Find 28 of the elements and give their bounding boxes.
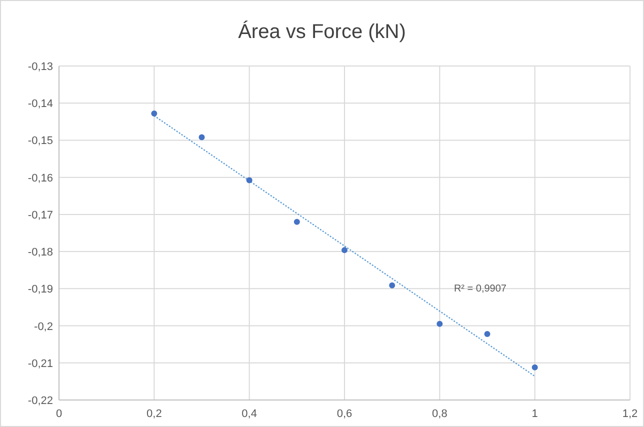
point — [151, 110, 158, 116]
point — [389, 282, 396, 288]
x-tick-label: 0,6 — [336, 408, 352, 420]
y-tick-label: -0,16 — [28, 172, 53, 184]
y-tick-label: -0,17 — [28, 209, 53, 222]
x-tick-label: 1 — [532, 408, 538, 420]
x-tick-label: 0,4 — [242, 408, 257, 420]
chart-title: Área vs Force (kN) — [238, 20, 406, 43]
point — [436, 320, 443, 327]
y-tick-label: -0,18 — [28, 246, 53, 259]
y-tick-label: -0,19 — [28, 284, 53, 296]
y-tick-label: -0,14 — [28, 98, 53, 110]
y-tick-label: -0,22 — [28, 395, 53, 407]
point — [198, 134, 205, 140]
y-tick-label: -0,15 — [28, 135, 53, 148]
y-tick-label: -0,13 — [28, 61, 53, 73]
y-tick-label: -0,2 — [34, 320, 53, 333]
x-tick-label: 0 — [56, 408, 62, 420]
y-tick-label: -0,21 — [28, 358, 53, 370]
annotation: R² = 0,9907 — [454, 284, 507, 295]
x-tick-label: 0,2 — [146, 408, 162, 420]
x-tick-label: 0,8 — [432, 408, 448, 420]
point — [294, 218, 300, 225]
point — [342, 247, 348, 254]
x-tick-label: 1,2 — [622, 408, 638, 420]
point — [532, 364, 538, 370]
point — [246, 177, 252, 184]
point — [484, 330, 490, 337]
